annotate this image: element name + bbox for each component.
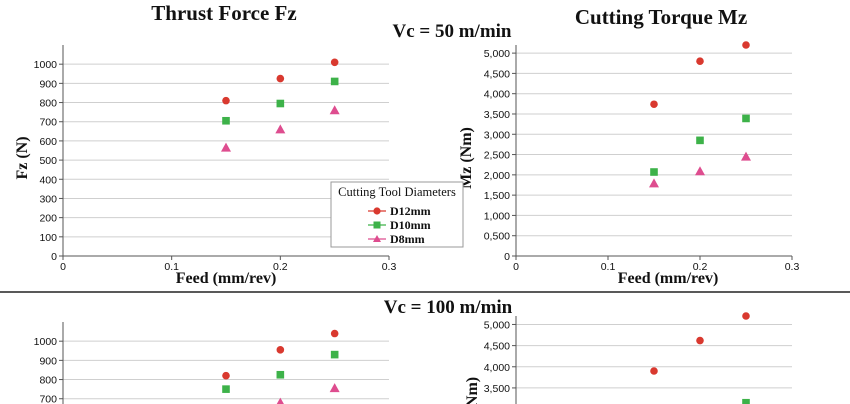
x-axis-label: Feed (mm/rev) [176, 270, 277, 287]
x-tick-label: 0.2 [693, 261, 708, 273]
y-tick-label: 4,000 [484, 89, 510, 101]
cutting-torque-vc100-chart: 3,500 4,000 4,500 5,000 Nm) [464, 312, 792, 404]
y-axis-label: Mz (Nm) [458, 127, 475, 189]
y-tick-label: 100 [39, 232, 57, 244]
y-tick-label: 1000 [34, 59, 58, 71]
point-d8mm [329, 105, 340, 115]
y-tick-label: 3,500 [484, 109, 510, 121]
y-axis-label: Nm) [464, 377, 481, 404]
y-tick-label: 0 [51, 251, 57, 263]
y-tick-label: 0,500 [484, 231, 510, 243]
point-d8mm [329, 383, 340, 393]
point-d10mm [742, 114, 750, 123]
y-tick-label: 5,000 [484, 48, 510, 60]
legend-marker-d10 [373, 221, 381, 229]
x-tick-label: 0.1 [164, 261, 179, 273]
legend-marker-d12 [373, 207, 381, 215]
point-d8mm [221, 142, 231, 152]
y-tick-label: 4,500 [484, 341, 510, 353]
point-d10mm [650, 168, 658, 176]
x-tick-label: 0.3 [785, 261, 800, 273]
point-d10mm [276, 370, 285, 379]
point-d12mm [330, 58, 339, 67]
point-d10mm [696, 136, 704, 145]
y-tick-label: 5,000 [484, 319, 510, 331]
point-d12mm [222, 371, 230, 380]
y-tick-label: 900 [39, 355, 57, 367]
y-tick-label: 700 [39, 394, 57, 404]
y-tick-label: 700 [39, 117, 57, 129]
legend-box [330, 181, 464, 248]
y-tick-label: 1,000 [484, 210, 510, 222]
y-tick-label: 3,500 [484, 383, 510, 395]
thrust-force-title: Thrust Force Fz [151, 1, 296, 25]
y-tick-label: 1,500 [484, 190, 510, 202]
point-d12mm [276, 74, 285, 83]
point-d8mm [275, 124, 286, 134]
y-tick-label: 2,000 [484, 170, 510, 182]
x-tick-label: 0.1 [601, 261, 616, 273]
point-d10mm [330, 77, 339, 86]
legend-label-d8: D8mm [390, 232, 425, 246]
cutting-torque-title: Cutting Torque Mz [575, 5, 747, 29]
point-d12mm [696, 336, 704, 345]
point-d12mm [742, 312, 750, 320]
cutting-torque-vc50-chart: 0 0,500 1,000 1,500 2,000 2,500 3,000 3,500 4,00… [458, 41, 799, 287]
legend-marker-d8 [373, 235, 381, 242]
y-tick-label: 1000 [34, 336, 58, 348]
y-tick-label: 400 [39, 174, 57, 186]
x-tick-label: 0 [513, 261, 519, 273]
x-tick-label: 0.3 [382, 261, 397, 273]
point-d10mm [222, 116, 230, 125]
point-d12mm [650, 100, 658, 109]
vc50-heading: Vc = 50 m/min [392, 21, 511, 42]
y-tick-label: 4,000 [484, 362, 510, 374]
vc100-heading: Vc = 100 m/min [384, 297, 513, 318]
x-tick-label: 0 [60, 261, 66, 273]
legend-title: Cutting Tool Diameters [338, 185, 456, 199]
point-d12mm [222, 96, 230, 105]
point-d12mm [696, 57, 704, 66]
y-tick-label: 2,500 [484, 150, 510, 162]
point-d8mm [276, 397, 284, 404]
point-d10mm [330, 350, 339, 359]
y-tick-label: 0 [504, 251, 510, 263]
legend-label-d10: D10mm [390, 218, 431, 232]
y-tick-label: 500 [39, 155, 57, 167]
y-tick-label: 200 [39, 213, 57, 225]
y-tick-label: 3,000 [484, 129, 510, 141]
point-d10mm [276, 99, 285, 108]
legend-label-d12: D12mm [390, 204, 431, 218]
point-d12mm [650, 367, 658, 375]
point-d8mm [741, 151, 751, 161]
point-d8mm [695, 166, 705, 176]
y-tick-label: 600 [39, 136, 57, 148]
point-d12mm [742, 41, 750, 49]
y-tick-label: 4,500 [484, 68, 510, 80]
x-axis-label: Feed (mm/rev) [618, 270, 719, 287]
thrust-force-vc100-chart: 700 800 900 1000 [34, 322, 389, 404]
point-d12mm [330, 329, 339, 338]
point-d10mm [222, 385, 230, 393]
point-d12mm [276, 346, 285, 354]
y-tick-label: 800 [39, 375, 57, 387]
thrust-force-vc50-chart: 0 100 200 300 400 500 600 700 800 900 1000 0 0.1 0.2 0… [14, 45, 396, 287]
y-tick-label: 800 [39, 98, 57, 110]
x-tick-label: 0.2 [273, 261, 288, 273]
point-d8mm [649, 178, 659, 188]
y-axis-label: Fz (N) [14, 136, 31, 179]
point-d10mm [742, 398, 750, 404]
y-tick-label: 300 [39, 193, 57, 205]
y-tick-label: 900 [39, 78, 57, 90]
legend: Cutting Tool Diameters D12mm D10mm D8mm [330, 181, 464, 248]
